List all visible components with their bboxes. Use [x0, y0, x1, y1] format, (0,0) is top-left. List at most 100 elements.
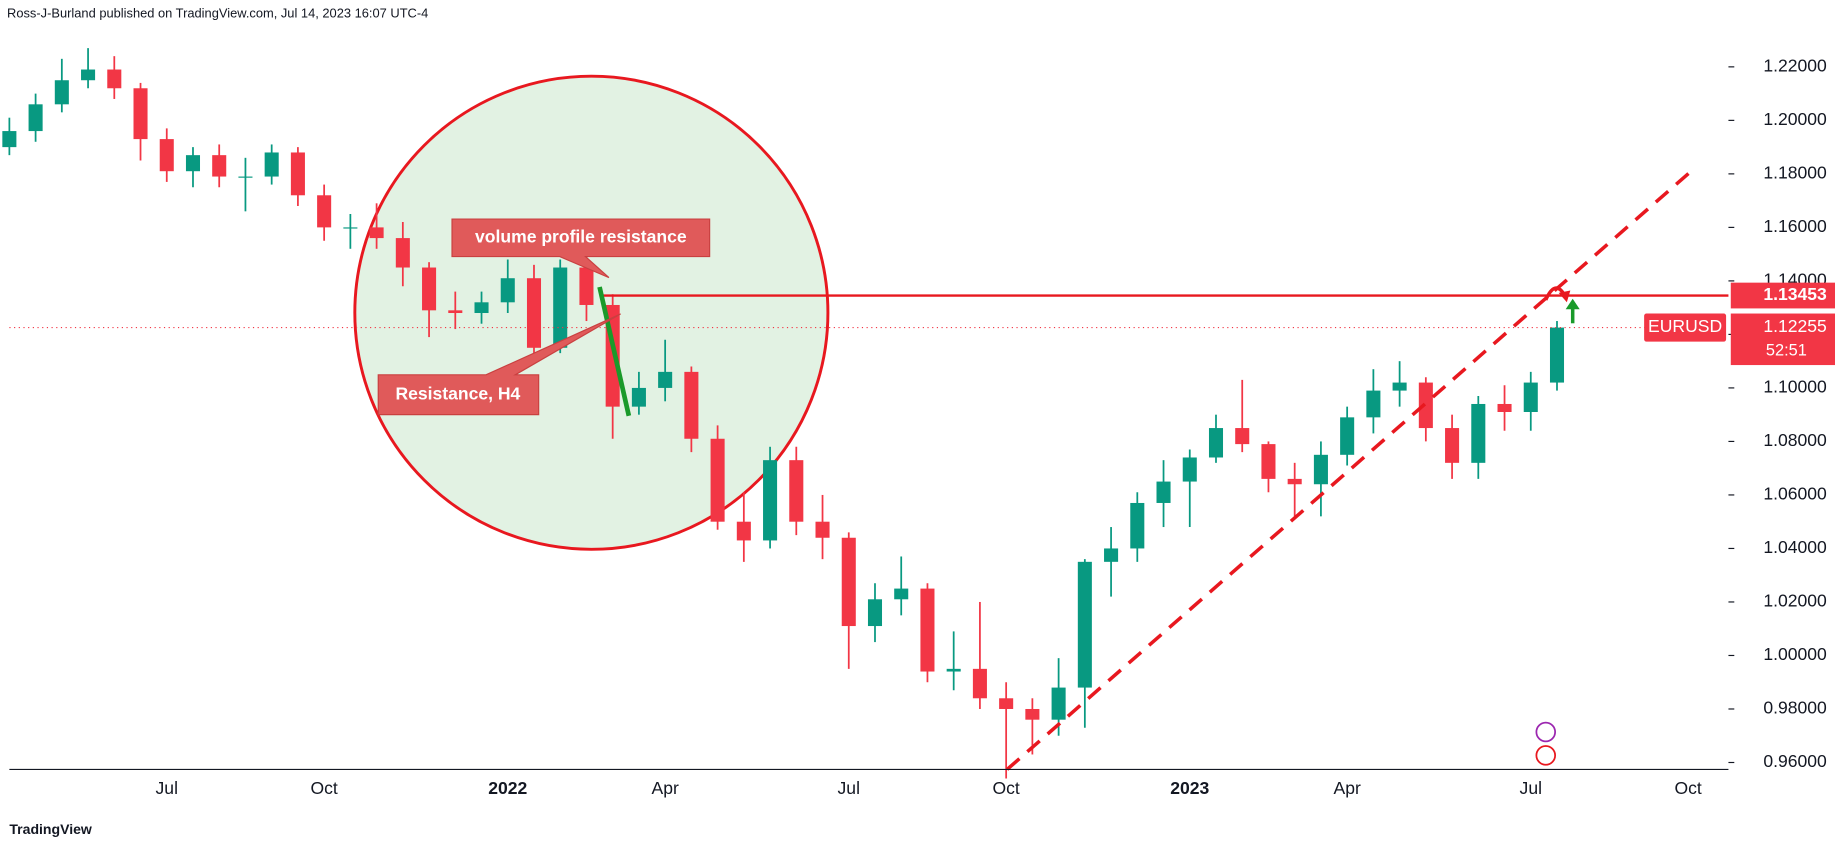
callout-box: [451, 218, 711, 279]
candle-body: [290, 152, 305, 196]
candle-body: [474, 302, 489, 314]
candle-body: [343, 227, 358, 229]
x-tick-label: Oct: [310, 778, 337, 798]
resistance-label: 1.13453: [1763, 284, 1827, 304]
x-tick-label: 2023: [1170, 778, 1209, 798]
candle-body: [999, 698, 1014, 709]
candle-body: [1366, 390, 1381, 418]
candle-body: [736, 521, 751, 541]
y-tick-label: 1.20000: [1763, 109, 1827, 129]
symbol-label: EURUSD: [1648, 316, 1722, 336]
candle-body: [28, 104, 43, 132]
candle-body: [1261, 444, 1276, 479]
plot: [353, 74, 830, 551]
candle-body: [448, 310, 463, 314]
candle-body: [710, 438, 725, 522]
candle-body: [1182, 457, 1197, 482]
candle-body: [841, 537, 856, 627]
candle-body: [553, 267, 568, 348]
candle-body: [1340, 417, 1355, 455]
x-tick-label: Oct: [992, 778, 1019, 798]
callout-text: Resistance, H4: [395, 383, 520, 403]
drop-line: [597, 286, 632, 417]
x-tick-label: Apr: [1333, 778, 1360, 798]
candle-body: [185, 155, 201, 172]
candle-body: [159, 139, 174, 172]
candle-body: [867, 599, 883, 627]
candle-body: [1077, 561, 1092, 688]
candle-body: [1471, 403, 1486, 463]
candle-body: [972, 668, 987, 699]
x-tick-label: Jul: [156, 778, 178, 798]
y-tick-label: 1.16000: [1763, 216, 1827, 236]
highlight-circle: [353, 74, 830, 551]
header: Ross-J-Burland published on TradingView.…: [7, 6, 428, 21]
event-icon: [1535, 745, 1557, 766]
up-arrow-head: [1565, 298, 1580, 310]
candle-body: [946, 668, 961, 672]
candle-body: [1130, 502, 1145, 549]
countdown-label: 52:51: [1766, 341, 1807, 359]
candle-body: [1156, 481, 1171, 503]
candle-body: [54, 80, 69, 105]
candle-body: [658, 371, 673, 388]
candle-body: [500, 278, 515, 303]
candle-body: [369, 227, 384, 239]
candle-body: [264, 152, 279, 177]
candle-body: [107, 69, 122, 89]
callout-box: [377, 313, 621, 416]
price-label-box: [1730, 313, 1835, 366]
y-tick-label: 1.18000: [1763, 163, 1827, 183]
candle-body: [1287, 478, 1302, 485]
overlay: volume profile resistance Resistance, H4…: [9, 172, 1729, 837]
symbol-box: [1644, 313, 1727, 342]
candle-body: [238, 176, 253, 178]
y-tick-label: 1.00000: [1763, 644, 1827, 664]
candle-body: [1445, 428, 1460, 463]
candle-body: [2, 131, 17, 148]
candle-body: [1392, 382, 1407, 391]
x-tick-label: Oct: [1674, 778, 1701, 798]
candle-body: [894, 588, 909, 600]
candle-body: [815, 521, 830, 538]
y-tick-label: 1.22000: [1763, 55, 1827, 75]
y-tick-label: 1.10000: [1763, 377, 1827, 397]
y-tick-label: 1.08000: [1763, 430, 1827, 450]
candle-body: [1235, 428, 1250, 445]
price-label-box: [1730, 282, 1835, 309]
candle-body: [422, 267, 437, 311]
last-price-label: 1.12255: [1763, 316, 1827, 336]
candle-body: [920, 588, 935, 672]
candle-body: [81, 69, 96, 81]
candle-body: [1104, 548, 1119, 562]
candle-body: [1549, 327, 1565, 383]
candle-body: [526, 278, 542, 348]
footer-logo: TradingView: [9, 821, 92, 837]
candle-body: [212, 155, 227, 177]
candle-body: [1523, 382, 1538, 413]
candle-body: [133, 88, 148, 140]
candle-body: [1313, 454, 1328, 485]
candle-body: [684, 371, 699, 439]
event-icon: [1535, 721, 1557, 743]
x-tick-label: Jul: [1520, 778, 1542, 798]
candle-body: [763, 460, 778, 541]
trend-line: [1005, 172, 1690, 771]
candle-body: [1025, 708, 1040, 720]
candle-body: [317, 195, 332, 228]
x-tick-label: Jul: [838, 778, 860, 798]
candle-body: [1208, 428, 1224, 458]
y-tick-label: 1.02000: [1763, 591, 1827, 611]
candle-body: [631, 387, 646, 407]
candle-body: [1051, 687, 1066, 720]
y-tick-label: 1.06000: [1763, 484, 1827, 504]
y-tick-label: 0.98000: [1763, 698, 1827, 718]
y-tick-label: 1.04000: [1763, 537, 1827, 557]
y-tick-label: 0.96000: [1763, 751, 1827, 771]
callout-text: volume profile resistance: [475, 226, 687, 246]
candle-body: [579, 267, 594, 305]
candle-body: [395, 238, 410, 268]
x-tick-label: Apr: [651, 778, 678, 798]
